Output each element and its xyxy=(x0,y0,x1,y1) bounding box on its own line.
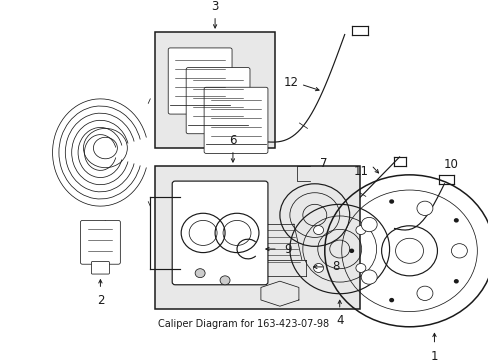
Text: 8: 8 xyxy=(331,260,339,273)
Circle shape xyxy=(220,276,229,285)
FancyBboxPatch shape xyxy=(155,166,359,309)
Text: 3: 3 xyxy=(211,0,218,13)
Text: 9: 9 xyxy=(284,243,291,256)
Circle shape xyxy=(361,270,376,284)
Circle shape xyxy=(388,199,393,204)
FancyBboxPatch shape xyxy=(186,68,249,134)
Circle shape xyxy=(195,269,204,278)
FancyBboxPatch shape xyxy=(155,32,274,148)
Text: 2: 2 xyxy=(97,294,104,307)
Text: 5: 5 xyxy=(102,234,109,247)
Circle shape xyxy=(313,226,323,234)
Circle shape xyxy=(453,218,458,222)
Text: 6: 6 xyxy=(229,134,236,147)
Text: 11: 11 xyxy=(353,165,368,178)
Text: 4: 4 xyxy=(335,314,343,327)
Circle shape xyxy=(313,264,323,273)
Circle shape xyxy=(361,217,376,232)
Circle shape xyxy=(416,201,432,216)
Text: 10: 10 xyxy=(443,158,458,171)
Circle shape xyxy=(453,279,458,284)
Circle shape xyxy=(416,286,432,301)
FancyBboxPatch shape xyxy=(203,87,267,153)
FancyBboxPatch shape xyxy=(172,181,267,285)
Circle shape xyxy=(450,244,467,258)
Text: 1: 1 xyxy=(430,350,437,360)
Text: 7: 7 xyxy=(319,157,326,170)
FancyBboxPatch shape xyxy=(91,261,109,274)
FancyBboxPatch shape xyxy=(81,220,120,264)
Text: Caliper Diagram for 163-423-07-98: Caliper Diagram for 163-423-07-98 xyxy=(158,319,329,329)
Circle shape xyxy=(348,248,353,253)
Text: 12: 12 xyxy=(283,76,298,89)
Circle shape xyxy=(355,264,365,273)
Circle shape xyxy=(355,226,365,234)
FancyBboxPatch shape xyxy=(168,48,232,114)
Circle shape xyxy=(388,298,393,302)
